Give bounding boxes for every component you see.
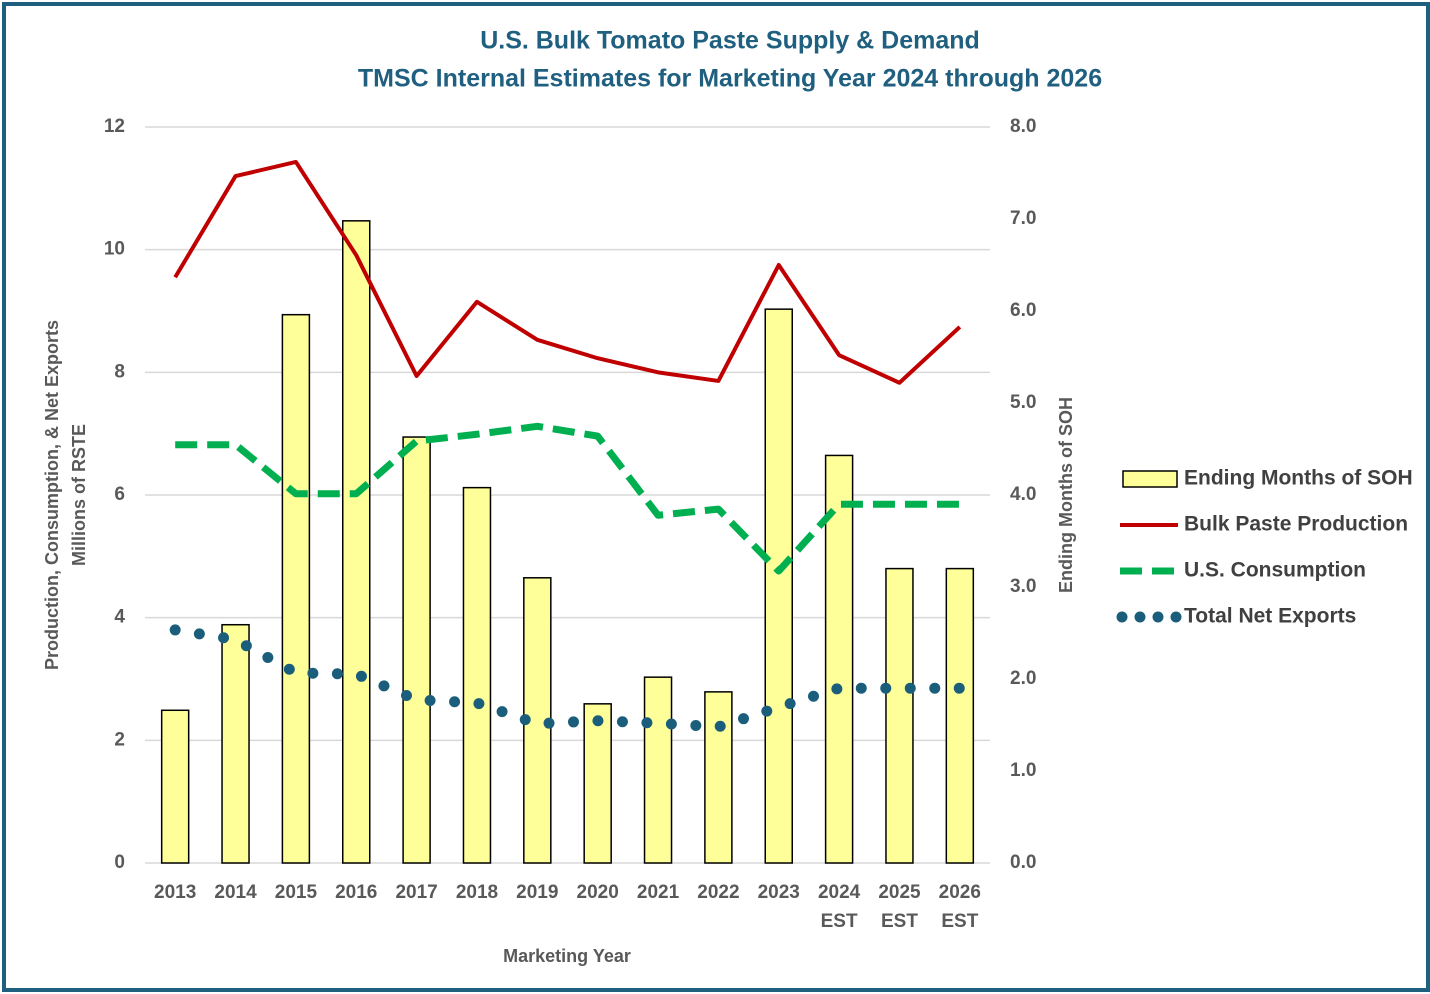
x-tick-label: 2023 bbox=[758, 882, 800, 903]
y2-tick-label: 4.0 bbox=[1010, 484, 1036, 505]
y-tick-label: 2 bbox=[114, 729, 125, 750]
x-tick-label: 2021 bbox=[637, 882, 680, 903]
y2-tick-label: 1.0 bbox=[1010, 760, 1036, 781]
chart-subtitle: TMSC Internal Estimates for Marketing Ye… bbox=[358, 65, 1102, 93]
x-tick-label: 2013 bbox=[154, 882, 196, 903]
y2-tick-label: 0.0 bbox=[1010, 852, 1036, 873]
bar bbox=[885, 567, 914, 864]
bar bbox=[221, 623, 250, 864]
x-tick-label: 2014 bbox=[214, 882, 257, 903]
x-tick-label: 2022 bbox=[697, 882, 739, 903]
chart-title: U.S. Bulk Tomato Paste Supply & Demand bbox=[480, 27, 980, 55]
y2-tick-label: 3.0 bbox=[1010, 576, 1036, 597]
legend-text: Total Net Exports bbox=[1184, 605, 1356, 628]
bar bbox=[824, 454, 854, 864]
legend-text: Ending Months of SOH bbox=[1184, 467, 1413, 490]
legend-text: U.S. Consumption bbox=[1184, 559, 1366, 582]
x-tick-label: 2017 bbox=[395, 882, 437, 903]
bar bbox=[643, 676, 673, 864]
y2-axis-title: Ending Months of SOH bbox=[1056, 397, 1076, 593]
bar bbox=[402, 436, 431, 864]
y2-tick-label: 7.0 bbox=[1010, 208, 1036, 229]
line-series bbox=[175, 422, 960, 575]
bar bbox=[281, 313, 311, 864]
y-tick-label: 12 bbox=[104, 116, 125, 137]
legend-swatch bbox=[1122, 470, 1178, 488]
y-tick-label: 6 bbox=[114, 484, 125, 505]
x-tick-label: 2019 bbox=[516, 882, 558, 903]
bar bbox=[462, 486, 492, 864]
bar bbox=[704, 691, 733, 864]
bar bbox=[945, 567, 975, 864]
y-tick-label: 10 bbox=[104, 239, 125, 260]
x-tick-label: 2026 EST bbox=[939, 882, 981, 932]
y-tick-label: 8 bbox=[114, 361, 125, 382]
x-tick-label: 2015 bbox=[275, 882, 318, 903]
y-tick-label: 0 bbox=[114, 852, 125, 873]
y2-tick-label: 2.0 bbox=[1010, 668, 1036, 689]
y2-tick-label: 5.0 bbox=[1010, 392, 1036, 413]
y-tick-label: 4 bbox=[114, 607, 125, 628]
y2-tick-label: 8.0 bbox=[1010, 116, 1036, 137]
x-tick-label: 2016 bbox=[335, 882, 377, 903]
x-axis-title: Marketing Year bbox=[503, 946, 631, 966]
bar bbox=[583, 703, 612, 864]
x-tick-label: 2018 bbox=[456, 882, 498, 903]
y-axis-title: Production, Consumption, & Net Exports bbox=[42, 320, 62, 670]
legend-text: Bulk Paste Production bbox=[1184, 513, 1408, 536]
x-tick-label: 2020 bbox=[577, 882, 619, 903]
line-series bbox=[173, 159, 962, 385]
y-axis-title: Millions of RSTE bbox=[69, 424, 89, 566]
x-tick-label: 2024 EST bbox=[818, 882, 861, 932]
bar bbox=[342, 220, 371, 864]
y2-tick-label: 6.0 bbox=[1010, 300, 1036, 321]
bar bbox=[764, 308, 793, 864]
bar bbox=[160, 709, 190, 864]
grid bbox=[145, 126, 990, 864]
x-tick-label: 2025 EST bbox=[878, 882, 921, 932]
